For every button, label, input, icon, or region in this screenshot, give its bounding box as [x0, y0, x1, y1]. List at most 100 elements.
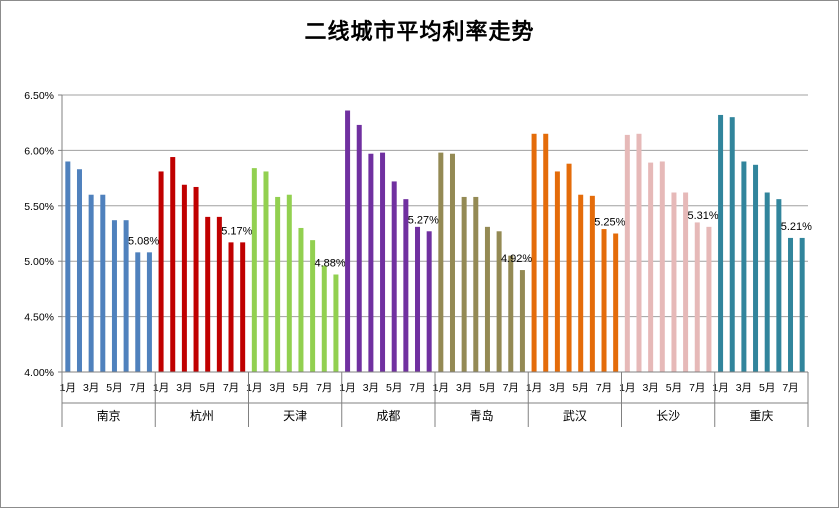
x-tick-label: 1月: [712, 382, 728, 394]
bar: [659, 161, 665, 372]
x-tick-label: 1月: [246, 382, 262, 394]
x-tick-label: 7月: [409, 382, 425, 394]
y-tick-label: 6.00%: [24, 145, 54, 157]
x-tick-label: 1月: [153, 382, 169, 394]
bar: [76, 169, 82, 372]
x-tick-label: 7月: [596, 382, 612, 394]
y-tick-label: 4.50%: [24, 312, 54, 324]
x-tick-label: 7月: [782, 382, 798, 394]
y-tick-label: 4.00%: [24, 367, 54, 379]
bar: [729, 117, 735, 372]
bar: [671, 192, 677, 372]
x-tick-label: 7月: [689, 382, 705, 394]
bar: [228, 242, 234, 372]
data-label: 5.27%: [408, 214, 439, 226]
x-tick-label: 7月: [130, 382, 146, 394]
bar: [415, 226, 421, 372]
bar: [776, 199, 782, 372]
x-tick-label: 3月: [176, 382, 192, 394]
city-label: 长沙: [656, 409, 680, 423]
bar: [275, 196, 281, 372]
data-label: 5.21%: [781, 221, 812, 233]
bar: [403, 199, 409, 372]
city-label: 南京: [97, 408, 121, 423]
data-label: 4.88%: [314, 257, 345, 269]
bar: [788, 237, 794, 372]
bar: [170, 157, 176, 372]
x-tick-label: 7月: [316, 382, 332, 394]
bar: [193, 186, 199, 372]
city-label: 青岛: [470, 408, 494, 423]
bar: [240, 242, 246, 372]
city-label: 重庆: [749, 409, 773, 423]
city-label: 武汉: [563, 409, 587, 423]
x-tick-label: 1月: [339, 382, 355, 394]
x-tick-label: 3月: [642, 382, 658, 394]
bar: [613, 233, 619, 372]
x-tick-label: 3月: [549, 382, 565, 394]
city-label: 天津: [283, 409, 307, 423]
bar: [368, 153, 374, 372]
bar: [648, 162, 654, 372]
x-tick-label: 1月: [526, 382, 542, 394]
x-tick-label: 1月: [60, 382, 76, 394]
x-tick-label: 5月: [573, 382, 589, 394]
bar: [438, 152, 444, 372]
bar: [123, 220, 129, 372]
y-tick-label: 5.00%: [24, 256, 54, 268]
bar: [484, 226, 490, 372]
bar: [531, 133, 537, 372]
bar: [601, 229, 607, 372]
bar: [566, 163, 572, 372]
y-tick-label: 6.50%: [24, 90, 54, 102]
bar: [589, 195, 595, 372]
bar: [753, 164, 759, 372]
bar: [718, 114, 724, 372]
bar: [100, 194, 106, 372]
bar: [426, 231, 432, 372]
bar: [461, 196, 467, 372]
bar: [706, 226, 712, 372]
bar: [543, 133, 549, 372]
data-label: 5.08%: [128, 235, 159, 247]
y-tick-label: 5.50%: [24, 201, 54, 213]
x-tick-label: 3月: [456, 382, 472, 394]
bar: [146, 252, 152, 372]
bar: [764, 192, 770, 372]
bar: [251, 168, 257, 372]
x-tick-label: 1月: [619, 382, 635, 394]
x-tick-label: 5月: [200, 382, 216, 394]
bar: [263, 171, 269, 372]
bar: [473, 196, 479, 372]
x-tick-label: 5月: [479, 382, 495, 394]
bar: [356, 124, 362, 372]
data-label: 4.92%: [501, 253, 532, 265]
x-tick-label: 7月: [223, 382, 239, 394]
x-tick-label: 1月: [433, 382, 449, 394]
x-tick-label: 5月: [666, 382, 682, 394]
bar: [181, 184, 187, 372]
data-label: 5.31%: [687, 210, 718, 222]
x-tick-label: 5月: [293, 382, 309, 394]
data-label: 5.25%: [594, 217, 625, 229]
bar: [519, 270, 525, 372]
x-tick-label: 3月: [83, 382, 99, 394]
bar: [333, 274, 339, 372]
x-tick-label: 5月: [106, 382, 122, 394]
bar: [88, 194, 94, 372]
bar: [135, 252, 141, 372]
bar: [624, 134, 630, 372]
bar: [636, 133, 642, 372]
bar: [158, 171, 164, 372]
x-tick-label: 3月: [736, 382, 752, 394]
bar: [496, 231, 502, 372]
bar: [449, 153, 455, 372]
x-tick-label: 5月: [759, 382, 775, 394]
city-label: 成都: [376, 409, 400, 423]
bar: [310, 240, 316, 372]
x-tick-label: 3月: [363, 382, 379, 394]
bar: [683, 192, 689, 372]
bar: [554, 171, 560, 372]
city-label: 杭州: [190, 408, 214, 423]
